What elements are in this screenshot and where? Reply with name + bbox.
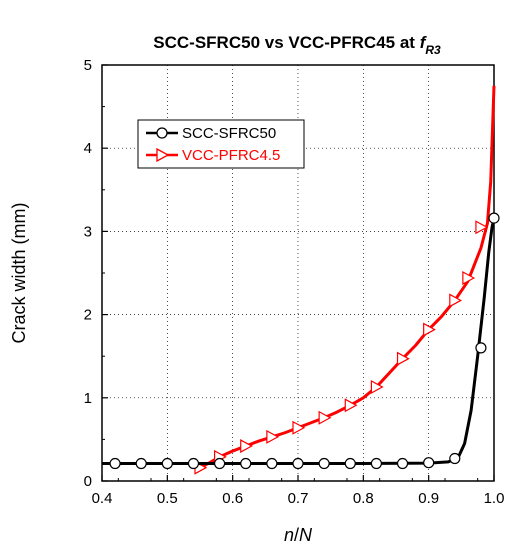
- series-0-point: [161, 457, 173, 470]
- series-0-point: [475, 342, 487, 354]
- chart-title-math: f: [420, 33, 428, 52]
- series-0-point: [370, 457, 382, 470]
- series-0-point: [423, 457, 435, 469]
- ticks: 0.4 0.5 0.6 0.7 0.8 0.9 1.0 0 1 2 3 4 5: [84, 57, 505, 507]
- chart-title-text: SCC-SFRC50 vs VCC-PFRC45 at: [153, 33, 419, 52]
- x-tick-label: 0.4: [92, 490, 113, 507]
- y-tick-label: 3: [84, 223, 92, 240]
- legend-label-series-0: SCC-SFRC50: [182, 125, 276, 142]
- y-axis-label: Crack width (mm): [9, 202, 29, 343]
- series-1-line: [195, 85, 496, 472]
- x-tick-label: 0.5: [157, 490, 178, 507]
- series-0-point: [396, 457, 409, 470]
- series-0-point: [318, 457, 330, 470]
- legend-marker-series-1: [156, 147, 170, 163]
- series-1-point: [266, 429, 280, 444]
- x-tick-label: 0.6: [222, 490, 243, 507]
- series-0-point: [187, 457, 200, 470]
- series-0-point: [292, 457, 304, 470]
- y-tick-label: 5: [84, 57, 92, 74]
- series-1-point: [462, 270, 476, 286]
- series-1-point: [475, 220, 489, 235]
- y-tick-label: 1: [84, 390, 92, 407]
- x-axis-label: n/N: [284, 525, 313, 545]
- series-0-point: [344, 457, 356, 470]
- x-tick-label: 0.9: [418, 490, 439, 507]
- series-1-point: [449, 293, 463, 308]
- series-0-point: [214, 457, 226, 470]
- y-tick-label: 0: [84, 473, 92, 490]
- series-0-point: [488, 212, 500, 224]
- series-1-point: [396, 351, 410, 366]
- series-layer: [102, 85, 500, 475]
- x-axis-label-sep: /: [294, 525, 299, 545]
- x-axis-label-N: N: [299, 525, 313, 545]
- x-tick-label: 1.0: [484, 490, 505, 507]
- chart-title-subscript: R3: [425, 43, 441, 57]
- series-1-point: [240, 439, 253, 454]
- series-0-point: [266, 457, 278, 470]
- legend-box: [137, 119, 305, 169]
- chart-title: SCC-SFRC50 vs VCC-PFRC45 at fR3: [153, 33, 441, 57]
- x-tick-label: 0.7: [288, 490, 309, 507]
- series-0-point: [449, 452, 461, 465]
- legend: SCC-SFRC50 VCC-PFRC4.5: [137, 119, 305, 169]
- y-tick-label: 2: [84, 307, 92, 324]
- series-1-point: [423, 322, 436, 337]
- series-0-point: [240, 457, 252, 470]
- legend-marker-series-0: [156, 127, 168, 139]
- series-0: [102, 212, 500, 470]
- x-axis-label-n: n: [284, 525, 294, 545]
- x-tick-label: 0.8: [353, 490, 374, 507]
- legend-label-series-1: VCC-PFRC4.5: [182, 147, 280, 164]
- y-tick-label: 4: [84, 140, 92, 157]
- series-1-point: [370, 379, 384, 394]
- series-0-point: [135, 457, 147, 470]
- series-1-point: [318, 410, 332, 425]
- series-1-point: [292, 420, 306, 435]
- series-0-point: [109, 457, 121, 470]
- series-1-point: [344, 398, 358, 413]
